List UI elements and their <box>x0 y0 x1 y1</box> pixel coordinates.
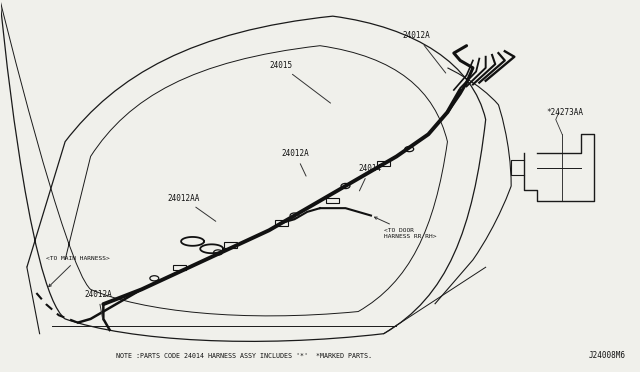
Bar <box>225 243 237 248</box>
Text: <TO MAIN HARNESS>: <TO MAIN HARNESS> <box>46 256 109 287</box>
Text: J24008M6: J24008M6 <box>588 351 625 360</box>
Text: 24012A: 24012A <box>84 290 112 320</box>
Text: *24273AA: *24273AA <box>546 108 583 117</box>
Bar <box>275 220 288 225</box>
Text: <TO DOOR
HARNESS RR RH>: <TO DOOR HARNESS RR RH> <box>374 217 436 239</box>
Bar <box>326 198 339 203</box>
Bar <box>173 264 186 270</box>
Text: 24012AA: 24012AA <box>167 194 216 221</box>
Text: NOTE :PARTS CODE 24014 HARNESS ASSY INCLUDES '*'  *MARKED PARTS.: NOTE :PARTS CODE 24014 HARNESS ASSY INCL… <box>116 353 372 359</box>
Text: 24015: 24015 <box>269 61 330 103</box>
Bar <box>378 161 390 166</box>
Text: 24014: 24014 <box>358 164 381 191</box>
Text: 24012A: 24012A <box>403 31 445 73</box>
Text: 24012A: 24012A <box>282 150 310 176</box>
